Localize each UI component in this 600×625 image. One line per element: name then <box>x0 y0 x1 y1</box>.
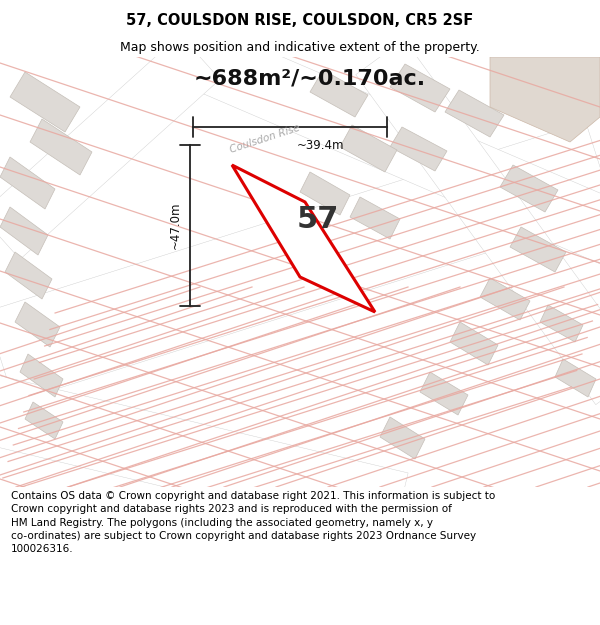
Polygon shape <box>25 402 63 439</box>
Text: ~47.0m: ~47.0m <box>169 202 182 249</box>
Polygon shape <box>15 302 60 347</box>
Polygon shape <box>445 90 504 137</box>
Polygon shape <box>555 359 596 397</box>
Polygon shape <box>420 372 468 415</box>
Polygon shape <box>0 35 220 259</box>
Polygon shape <box>380 417 425 459</box>
Polygon shape <box>30 119 92 175</box>
Text: 57, COULSDON RISE, COULSDON, CR5 2SF: 57, COULSDON RISE, COULSDON, CR5 2SF <box>127 12 473 28</box>
Polygon shape <box>5 252 52 299</box>
Polygon shape <box>310 70 368 117</box>
Polygon shape <box>340 125 397 172</box>
Polygon shape <box>187 27 600 267</box>
Polygon shape <box>540 305 583 342</box>
Polygon shape <box>480 278 530 320</box>
Polygon shape <box>20 354 63 397</box>
Polygon shape <box>356 39 600 404</box>
Polygon shape <box>510 227 566 272</box>
Polygon shape <box>0 122 600 402</box>
Text: Contains OS data © Crown copyright and database right 2021. This information is : Contains OS data © Crown copyright and d… <box>11 491 495 554</box>
Polygon shape <box>390 64 450 112</box>
Polygon shape <box>0 157 55 209</box>
Polygon shape <box>500 165 558 212</box>
Text: ~688m²/~0.170ac.: ~688m²/~0.170ac. <box>194 69 426 89</box>
Polygon shape <box>390 127 447 171</box>
Polygon shape <box>10 72 80 132</box>
Polygon shape <box>0 373 408 541</box>
Polygon shape <box>350 197 400 239</box>
Text: Map shows position and indicative extent of the property.: Map shows position and indicative extent… <box>120 41 480 54</box>
Text: Coulsdon Rise: Coulsdon Rise <box>229 123 301 155</box>
Polygon shape <box>232 165 375 312</box>
Polygon shape <box>450 322 498 365</box>
Text: 57: 57 <box>297 204 339 234</box>
Polygon shape <box>490 57 600 142</box>
Text: ~39.4m: ~39.4m <box>296 139 344 152</box>
Polygon shape <box>300 172 350 215</box>
Polygon shape <box>0 207 48 255</box>
